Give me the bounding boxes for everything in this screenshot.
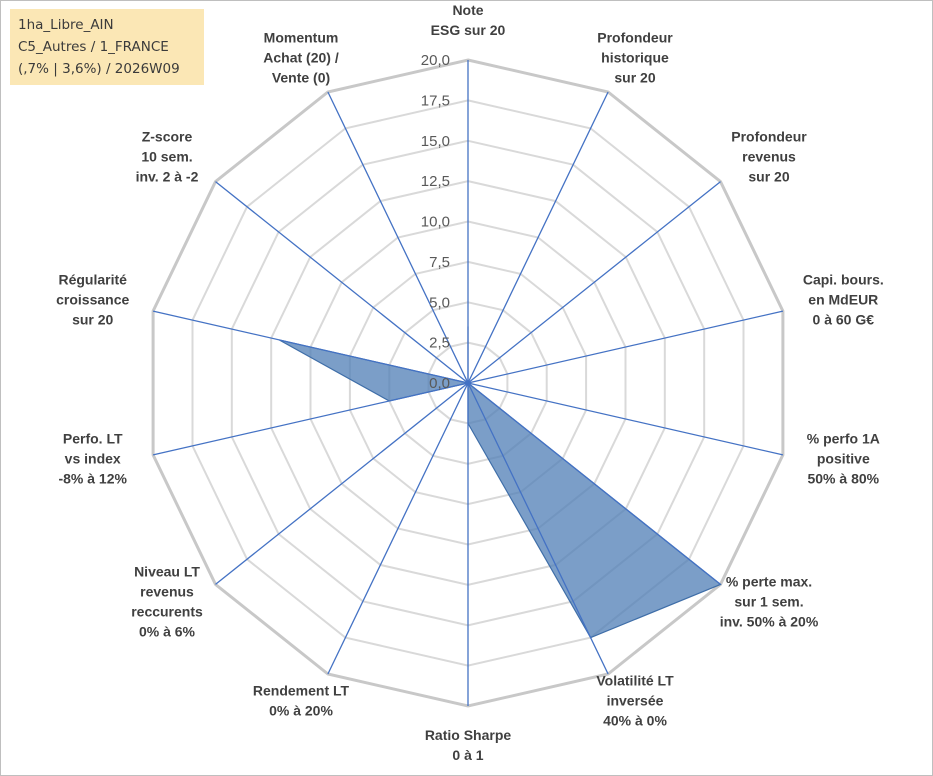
axis-spoke-9 (215, 382, 469, 585)
axis-label-line: 0% à 6% (139, 624, 196, 640)
axis-spoke-12 (215, 181, 469, 384)
info-box: 1ha_Libre_AIN C5_Autres / 1_FRANCE (,7% … (10, 9, 204, 85)
axis-label-8: Rendement LT 0% à 20% (253, 683, 350, 719)
info-line-category: C5_Autres / 1_FRANCE (18, 39, 169, 55)
axis-label-line: inversée (607, 693, 664, 709)
axis-label-line: Régularité (58, 272, 127, 288)
axis-label-2: Profondeur revenus sur 20 (731, 128, 807, 184)
axis-label-line: % perfo 1A (807, 431, 880, 447)
axis-label-line: sur 20 (72, 312, 113, 328)
radar-tick-labels: 0,0 2,5 5,0 7,5 10,0 12,5 15,0 17,5 20,0 (421, 52, 450, 392)
axis-label-line: Perfo. LT (63, 431, 123, 447)
axis-label-line: -8% à 12% (58, 471, 127, 487)
radar-axis-labels: Note ESG sur 20 Profondeur historique sur 20… (56, 2, 884, 763)
axis-spoke-6 (467, 382, 609, 675)
tick-label: 5,0 (429, 294, 450, 311)
axis-spoke-11 (152, 310, 469, 384)
axis-spoke-8 (327, 382, 469, 675)
axis-label-line: Vente (0) (272, 69, 330, 85)
axis-label-line: sur 20 (614, 69, 655, 85)
axis-label-line: inv. 50% à 20% (720, 614, 819, 630)
axis-label-line: 50% à 80% (807, 471, 879, 487)
axis-label-line: Niveau LT (134, 564, 200, 580)
axis-label-line: Ratio Sharpe (425, 727, 512, 743)
tick-label: 17,5 (421, 92, 450, 109)
axis-label-10: Perfo. LT vs index -8% à 12% (58, 431, 127, 487)
tick-label: 20,0 (421, 52, 450, 69)
axis-label-line: Rendement LT (253, 683, 350, 699)
axis-label-line: Profondeur (731, 128, 807, 144)
radar-series (278, 326, 722, 639)
axis-label-line: 10 sem. (141, 148, 192, 164)
axis-spoke-1 (467, 91, 609, 384)
axis-label-line: positive (817, 451, 870, 467)
tick-label: 15,0 (421, 133, 450, 150)
axis-label-line: ESG sur 20 (431, 22, 506, 38)
axis-label-line: sur 20 (748, 168, 789, 184)
tick-label: 0,0 (429, 375, 450, 392)
axis-label-13: Momentum Achat (20) / Vente (0) (263, 29, 339, 85)
axis-label-line: 0% à 20% (269, 703, 333, 719)
tick-label: 2,5 (429, 335, 450, 352)
axis-label-line: revenus (742, 148, 796, 164)
axis-spoke-2 (467, 181, 721, 384)
axis-label-line: en MdEUR (808, 292, 878, 308)
axis-label-3: Capi. bours. en MdEUR 0 à 60 G€ (803, 272, 884, 328)
axis-label-line: 0 à 1 (452, 747, 483, 763)
axis-label-1: Profondeur historique sur 20 (597, 29, 673, 85)
axis-spoke-4 (467, 382, 784, 456)
axis-label-12: Z-score 10 sem. inv. 2 à -2 (136, 128, 199, 184)
axis-spoke-5 (467, 382, 721, 585)
axis-label-7: Ratio Sharpe 0 à 1 (425, 727, 512, 763)
info-line-fund: 1ha_Libre_AIN (18, 17, 114, 33)
axis-label-line: inv. 2 à -2 (136, 168, 199, 184)
series-area-0 (278, 326, 722, 639)
axis-label-line: Momentum (264, 29, 339, 45)
axis-label-line: Achat (20) / (263, 49, 339, 65)
axis-label-line: % perte max. (726, 574, 812, 590)
axis-label-line: vs index (65, 451, 121, 467)
axis-label-line: reccurents (131, 604, 203, 620)
axis-label-0: Note ESG sur 20 (431, 2, 506, 38)
axis-label-5: % perte max. sur 1 sem. inv. 50% à 20% (720, 574, 819, 630)
axis-label-line: historique (601, 49, 669, 65)
axis-spoke-10 (152, 382, 469, 456)
tick-label: 12,5 (421, 173, 450, 190)
radar-spokes (152, 60, 784, 706)
axis-label-6: Volatilité LT inversée 40% à 0% (596, 673, 674, 729)
axis-spoke-3 (467, 310, 784, 384)
axis-label-line: Note (452, 2, 483, 18)
axis-label-line: Profondeur (597, 29, 673, 45)
axis-label-line: Volatilité LT (596, 673, 674, 689)
tick-label: 7,5 (429, 254, 450, 271)
axis-label-line: 40% à 0% (603, 713, 667, 729)
tick-label: 10,0 (421, 214, 450, 231)
axis-label-line: Z-score (142, 128, 193, 144)
axis-label-line: sur 1 sem. (734, 594, 803, 610)
axis-label-line: croissance (56, 292, 129, 308)
axis-label-9: Niveau LT revenus reccurents 0% à 6% (131, 564, 203, 640)
axis-label-11: Régularité croissance sur 20 (56, 272, 129, 328)
info-line-stats: (,7% | 3,6%) / 2026W09 (18, 61, 180, 77)
axis-label-4: % perfo 1A positive 50% à 80% (807, 431, 880, 487)
axis-spoke-13 (327, 91, 469, 384)
axis-label-line: revenus (140, 584, 194, 600)
axis-label-line: Capi. bours. (803, 272, 884, 288)
axis-label-line: 0 à 60 G€ (813, 312, 875, 328)
